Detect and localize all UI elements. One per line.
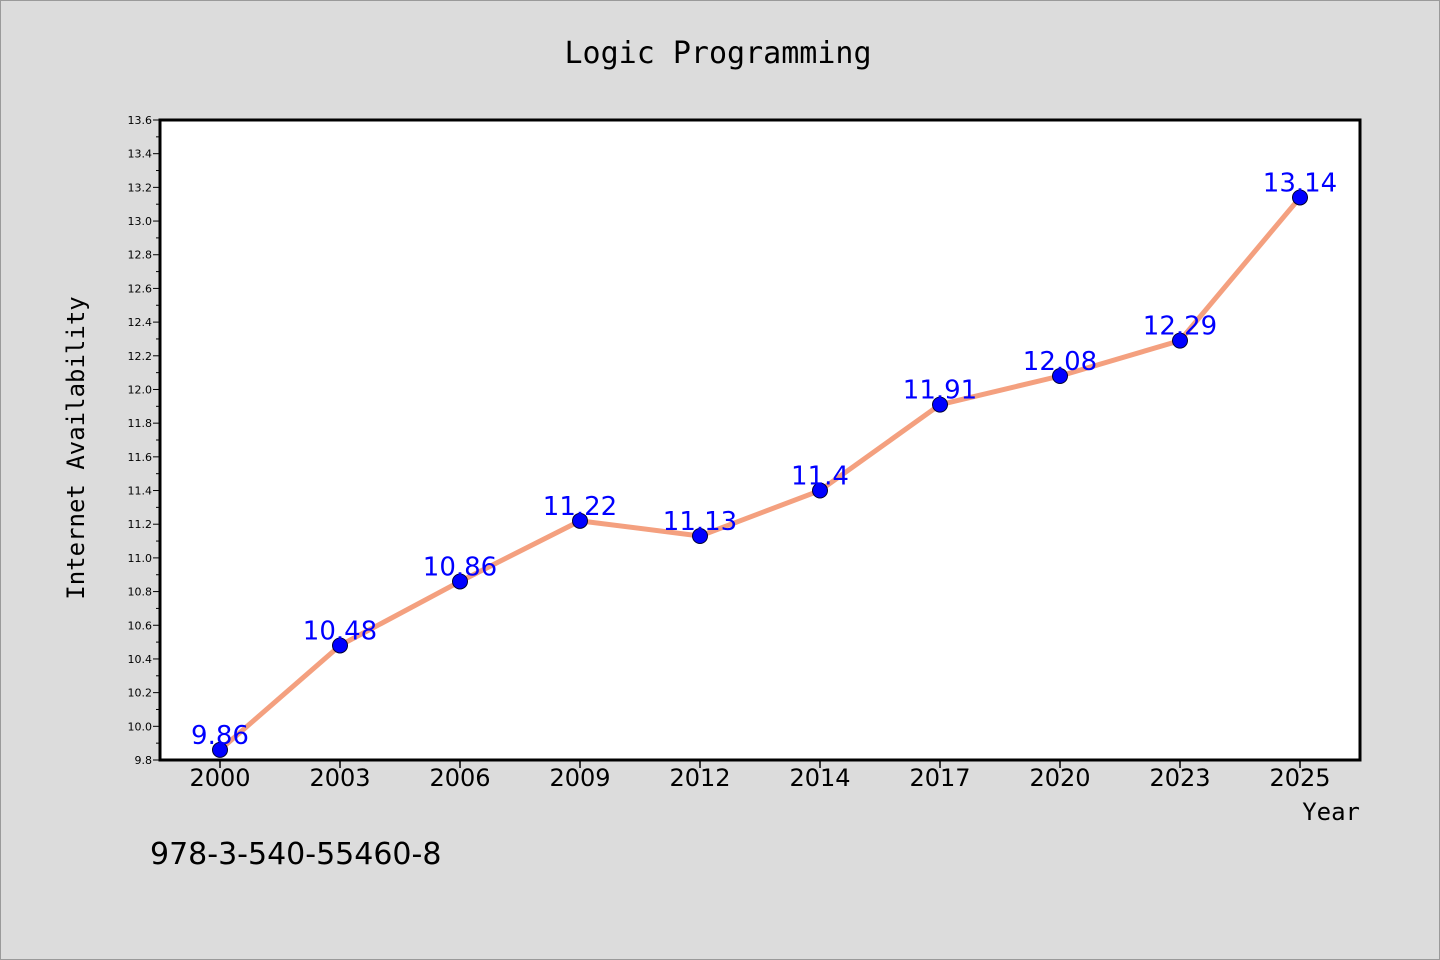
x-tick-label: 2006	[429, 764, 490, 792]
y-tick-label: 13.6	[128, 114, 153, 127]
x-axis-label: Year	[1302, 798, 1360, 826]
data-point	[212, 741, 228, 758]
y-tick-label: 12.2	[128, 350, 153, 363]
plot-area	[158, 118, 1362, 762]
y-tick-label: 13.2	[128, 181, 153, 194]
data-point	[1172, 332, 1188, 349]
data-label: 9.86	[191, 721, 249, 751]
x-tick-label: 2017	[909, 764, 970, 792]
data-label: 11.4	[791, 462, 849, 492]
data-label: 11.91	[903, 376, 977, 406]
y-tick-label: 12.4	[128, 316, 153, 329]
x-tick-label: 2009	[549, 764, 610, 792]
data-point	[692, 528, 708, 544]
data-point	[1052, 368, 1068, 384]
y-tick-label: 11.4	[128, 485, 153, 498]
x-tick-label: 2020	[1029, 764, 1090, 792]
y-tick-label: 10.4	[128, 653, 153, 666]
data-point	[1292, 189, 1308, 206]
y-tick-label: 13.4	[128, 148, 153, 161]
x-tick-label: 2014	[789, 764, 850, 792]
data-label: 10.48	[303, 616, 377, 646]
data-label: 12.29	[1143, 312, 1217, 342]
data-point	[812, 482, 828, 499]
y-tick-label: 11.8	[128, 417, 153, 430]
y-tick-label: 13.0	[128, 215, 153, 228]
x-tick-label: 2000	[189, 764, 250, 792]
y-tick-label: 11.2	[128, 518, 153, 531]
y-tick-label: 11.0	[128, 552, 153, 565]
y-tick-label: 9.8	[135, 754, 153, 767]
y-tick-label: 10.6	[128, 619, 153, 632]
y-axis: 9.8 10.0 10.2 10.4 10.6 10.8 11.0 11.2 11.4 11.6 1…	[128, 114, 160, 767]
data-point	[452, 573, 468, 590]
y-tick-label: 10.2	[128, 687, 153, 700]
x-axis: 2000 2003 2006 2009 2012 2014 2017 2020 2023 2025	[189, 760, 1331, 792]
y-tick-label: 11.6	[128, 451, 153, 464]
x-tick-label: 2003	[309, 764, 370, 792]
data-label: 11.13	[663, 507, 737, 537]
x-tick-label: 2023	[1149, 764, 1210, 792]
data-point	[572, 512, 588, 529]
data-markers	[212, 189, 1308, 758]
y-tick-label: 12.6	[128, 282, 153, 295]
data-point	[932, 396, 948, 413]
data-label: 12.08	[1023, 347, 1097, 377]
data-labels: 9.86 10.48 10.86 11.22 11.13 11.4 11.91 12.08 12…	[191, 168, 1337, 750]
footer-text: 978-3-540-55460-8	[150, 837, 441, 872]
data-label: 13.14	[1263, 168, 1337, 198]
data-label: 10.86	[423, 552, 497, 582]
x-tick-label: 2025	[1269, 764, 1330, 792]
y-tick-label: 10.0	[128, 720, 153, 733]
series-line	[217, 194, 1303, 753]
data-point	[332, 637, 348, 654]
chart-title: Logic Programming	[564, 36, 871, 71]
y-tick-label: 12.8	[128, 249, 153, 262]
y-tick-label: 10.8	[128, 586, 153, 599]
y-tick-label: 12.0	[128, 383, 153, 396]
y-axis-label: Internet Availability	[62, 296, 90, 599]
x-tick-label: 2012	[669, 764, 730, 792]
data-label: 11.22	[543, 492, 617, 522]
